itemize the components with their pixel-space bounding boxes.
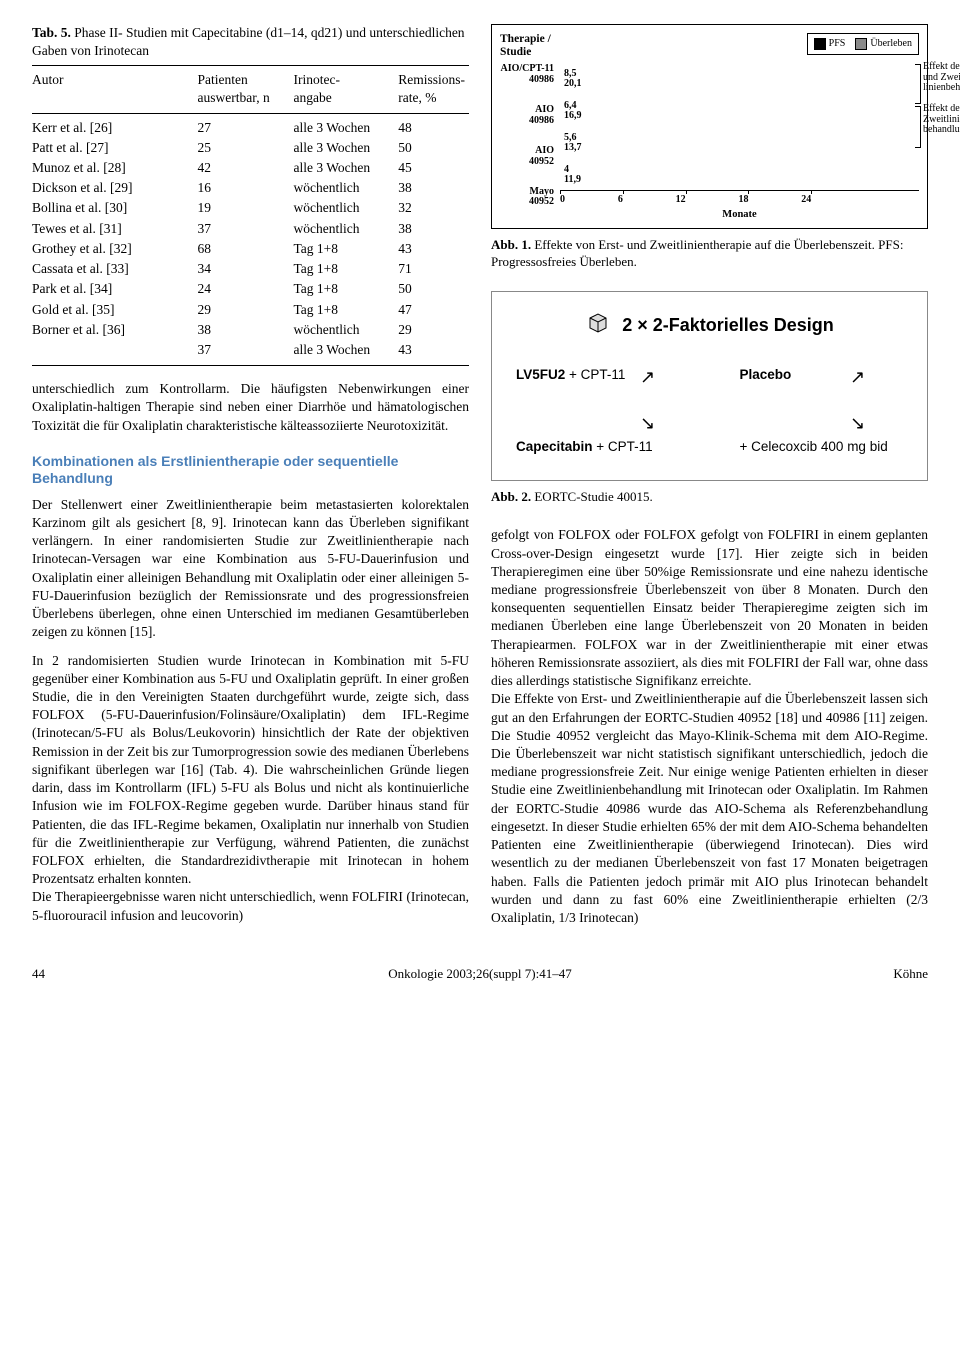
- th-patienten: Patientenauswertbar, n: [198, 66, 294, 113]
- page-footer: 44 Onkologie 2003;26(suppl 7):41–47 Köhn…: [32, 959, 928, 983]
- para-left-4: Die Therapieergebnisse waren nicht unter…: [32, 888, 469, 924]
- arrow-icon: ↗: [850, 368, 865, 386]
- para-right-2: Die Effekte von Erst- und Zweitlinienthe…: [491, 690, 928, 927]
- table-row: Cassata et al. [33]34Tag 1+871: [32, 259, 469, 279]
- table-row: Grothey et al. [32]68Tag 1+843: [32, 239, 469, 259]
- chart-title: Therapie /Studie: [500, 33, 551, 58]
- chart-plot-area: 8,520,16,416,95,613,7411,9: [560, 62, 919, 191]
- arrow-icon: ↘: [640, 414, 655, 432]
- legend-swatch-os: [855, 38, 867, 50]
- table-row: Borner et al. [36]38wöchentlich29: [32, 320, 469, 340]
- section-heading-left: Kombinationen als Erstlinientherapie ode…: [32, 453, 469, 488]
- legend-os: Überleben: [870, 38, 912, 49]
- table-row: Tewes et al. [31]37wöchentlich38: [32, 219, 469, 239]
- figure-1-chart: Therapie /Studie PFS Überleben AIO/CPT-1…: [491, 24, 928, 229]
- figure-1-caption: Abb. 1. Effekte von Erst- und Zweitlinie…: [491, 237, 928, 271]
- arrow-icon: ↘: [850, 414, 865, 432]
- th-autor: Autor: [32, 66, 198, 113]
- fig1-caption-rest: Effekte von Erst- und Zweitlinientherapi…: [491, 237, 903, 269]
- th-remission: Remissions-rate, %: [398, 66, 469, 113]
- chart-annotation-1: Effekt der Erst-und Zweit-linienbehandlu…: [923, 62, 960, 94]
- legend-pfs: PFS: [829, 38, 846, 49]
- table-row: Park et al. [34]24Tag 1+850: [32, 279, 469, 299]
- para-left-1: unterschiedlich zum Kontrollarm. Die häu…: [32, 380, 469, 435]
- factorial-br: + Celecoxcib 400 mg bid: [740, 438, 904, 456]
- cube-icon: [585, 310, 611, 342]
- para-left-2: Der Stellenwert einer Zweitlinientherapi…: [32, 496, 469, 642]
- table-row: Dickson et al. [29]16wöchentlich38: [32, 178, 469, 198]
- th-irinotecan: Irinotec-angabe: [294, 66, 399, 113]
- factorial-grid: LV5FU2 + CPT-11 Placebo Capecitabin + CP…: [510, 366, 909, 456]
- footer-author: Köhne: [629, 965, 928, 983]
- para-right-1: gefolgt von FOLFOX oder FOLFOX gefolgt v…: [491, 526, 928, 690]
- chart-legend: PFS Überleben: [807, 33, 919, 55]
- legend-swatch-pfs: [814, 38, 826, 50]
- figure-2-caption: Abb. 2. EORTC-Studie 40015.: [491, 489, 928, 506]
- factorial-bl: Capecitabin + CPT-11: [516, 438, 680, 456]
- table-row: Gold et al. [35]29Tag 1+847: [32, 300, 469, 320]
- fig2-caption-bold: Abb. 2.: [491, 489, 531, 504]
- table-row: Patt et al. [27]25alle 3 Wochen50: [32, 138, 469, 158]
- table-row: Kerr et al. [26]27alle 3 Wochen48: [32, 113, 469, 138]
- table-row: Bollina et al. [30]19wöchentlich32: [32, 198, 469, 218]
- arrow-icon: ↗: [640, 368, 655, 386]
- fig1-caption-bold: Abb. 1.: [491, 237, 531, 252]
- table5-title: Tab. 5. Phase II- Studien mit Capecitabi…: [32, 24, 469, 59]
- table-row: Munoz et al. [28]42alle 3 Wochen45: [32, 158, 469, 178]
- para-left-3: In 2 randomisierten Studien wurde Irinot…: [32, 652, 469, 889]
- factorial-tr: Placebo: [740, 366, 904, 384]
- table5-title-bold: Tab. 5.: [32, 25, 71, 40]
- footer-citation: Onkologie 2003;26(suppl 7):41–47: [331, 965, 630, 983]
- chart-annotation-2: Effekt derZweitlinien-behandlung: [923, 104, 960, 136]
- chart-y-labels: AIO/CPT-1140986AIO40986AIO40952Mayo40952: [500, 62, 554, 222]
- table5: Autor Patientenauswertbar, n Irinotec-an…: [32, 65, 469, 366]
- chart-x-label: Monate: [560, 208, 919, 222]
- table5-title-rest: Phase II- Studien mit Capecitabine (d1–1…: [32, 25, 465, 58]
- fig2-caption-rest: EORTC-Studie 40015.: [531, 489, 653, 504]
- table-row: 37alle 3 Wochen43: [32, 340, 469, 366]
- footer-page-number: 44: [32, 965, 331, 983]
- figure-2-factorial: 2 × 2-Faktorielles Design LV5FU2 + CPT-1…: [491, 291, 928, 482]
- factorial-title: 2 × 2-Faktorielles Design: [510, 310, 909, 342]
